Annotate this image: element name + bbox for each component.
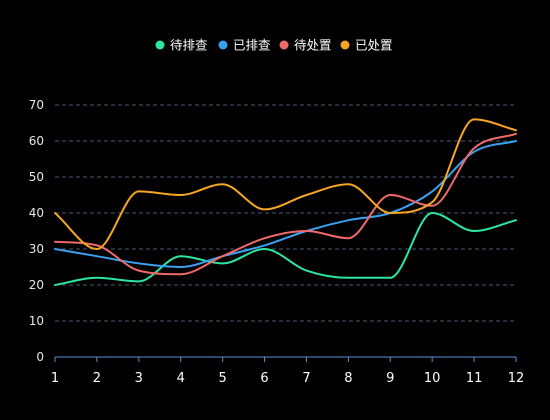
x-tick-label: 10 [424, 371, 441, 386]
x-axis: 1 2 3 4 5 6 7 8 9 10 11 12 [51, 356, 525, 386]
legend-marker-icon [340, 40, 350, 50]
series-2 [54, 140, 517, 268]
series-1 [54, 212, 517, 286]
x-tick-label: 1 [51, 371, 59, 386]
x-tick-label: 9 [386, 371, 394, 386]
series-group [54, 118, 517, 286]
y-tick-label: 70 [29, 98, 44, 112]
legend-label: 待处置 [294, 38, 332, 53]
y-tick-label: 0 [36, 350, 44, 364]
x-tick-label: 8 [344, 371, 352, 386]
x-tick-label: 3 [135, 371, 143, 386]
x-tick-label: 12 [508, 371, 525, 386]
y-axis: 0 10 20 30 40 50 60 70 [29, 98, 44, 364]
x-tick-label: 6 [260, 371, 268, 386]
legend-label: 已排查 [233, 38, 271, 53]
x-tick-label: 2 [93, 371, 101, 386]
x-tick-label: 11 [466, 371, 483, 386]
series-3 [54, 132, 517, 276]
legend-item[interactable]: 已处置 [340, 38, 393, 53]
legend-marker-icon [155, 40, 165, 50]
y-tick-label: 10 [29, 314, 44, 328]
y-tick-label: 30 [29, 242, 44, 256]
x-tick-label: 4 [177, 371, 185, 386]
legend-marker-icon [218, 40, 228, 50]
legend-item[interactable]: 待排查 [155, 38, 209, 53]
series-line [54, 132, 517, 276]
series-line [54, 140, 517, 268]
y-tick-label: 40 [29, 206, 44, 220]
legend-label: 待排查 [170, 38, 208, 53]
legend-marker-icon [279, 40, 289, 50]
y-tick-label: 60 [29, 134, 44, 148]
y-tick-label: 50 [29, 170, 44, 184]
grid-lines [55, 104, 516, 322]
legend: 待排查 已排查 待处置 已处置 [155, 38, 393, 53]
series-line [54, 212, 517, 286]
x-tick-label: 5 [218, 371, 226, 386]
legend-item[interactable]: 待处置 [279, 38, 332, 53]
x-tick-label: 7 [302, 371, 310, 386]
series-line [54, 118, 517, 250]
legend-label: 已处置 [355, 38, 393, 53]
y-tick-label: 20 [29, 278, 44, 292]
legend-item[interactable]: 已排查 [218, 38, 272, 53]
series-4 [54, 118, 517, 250]
